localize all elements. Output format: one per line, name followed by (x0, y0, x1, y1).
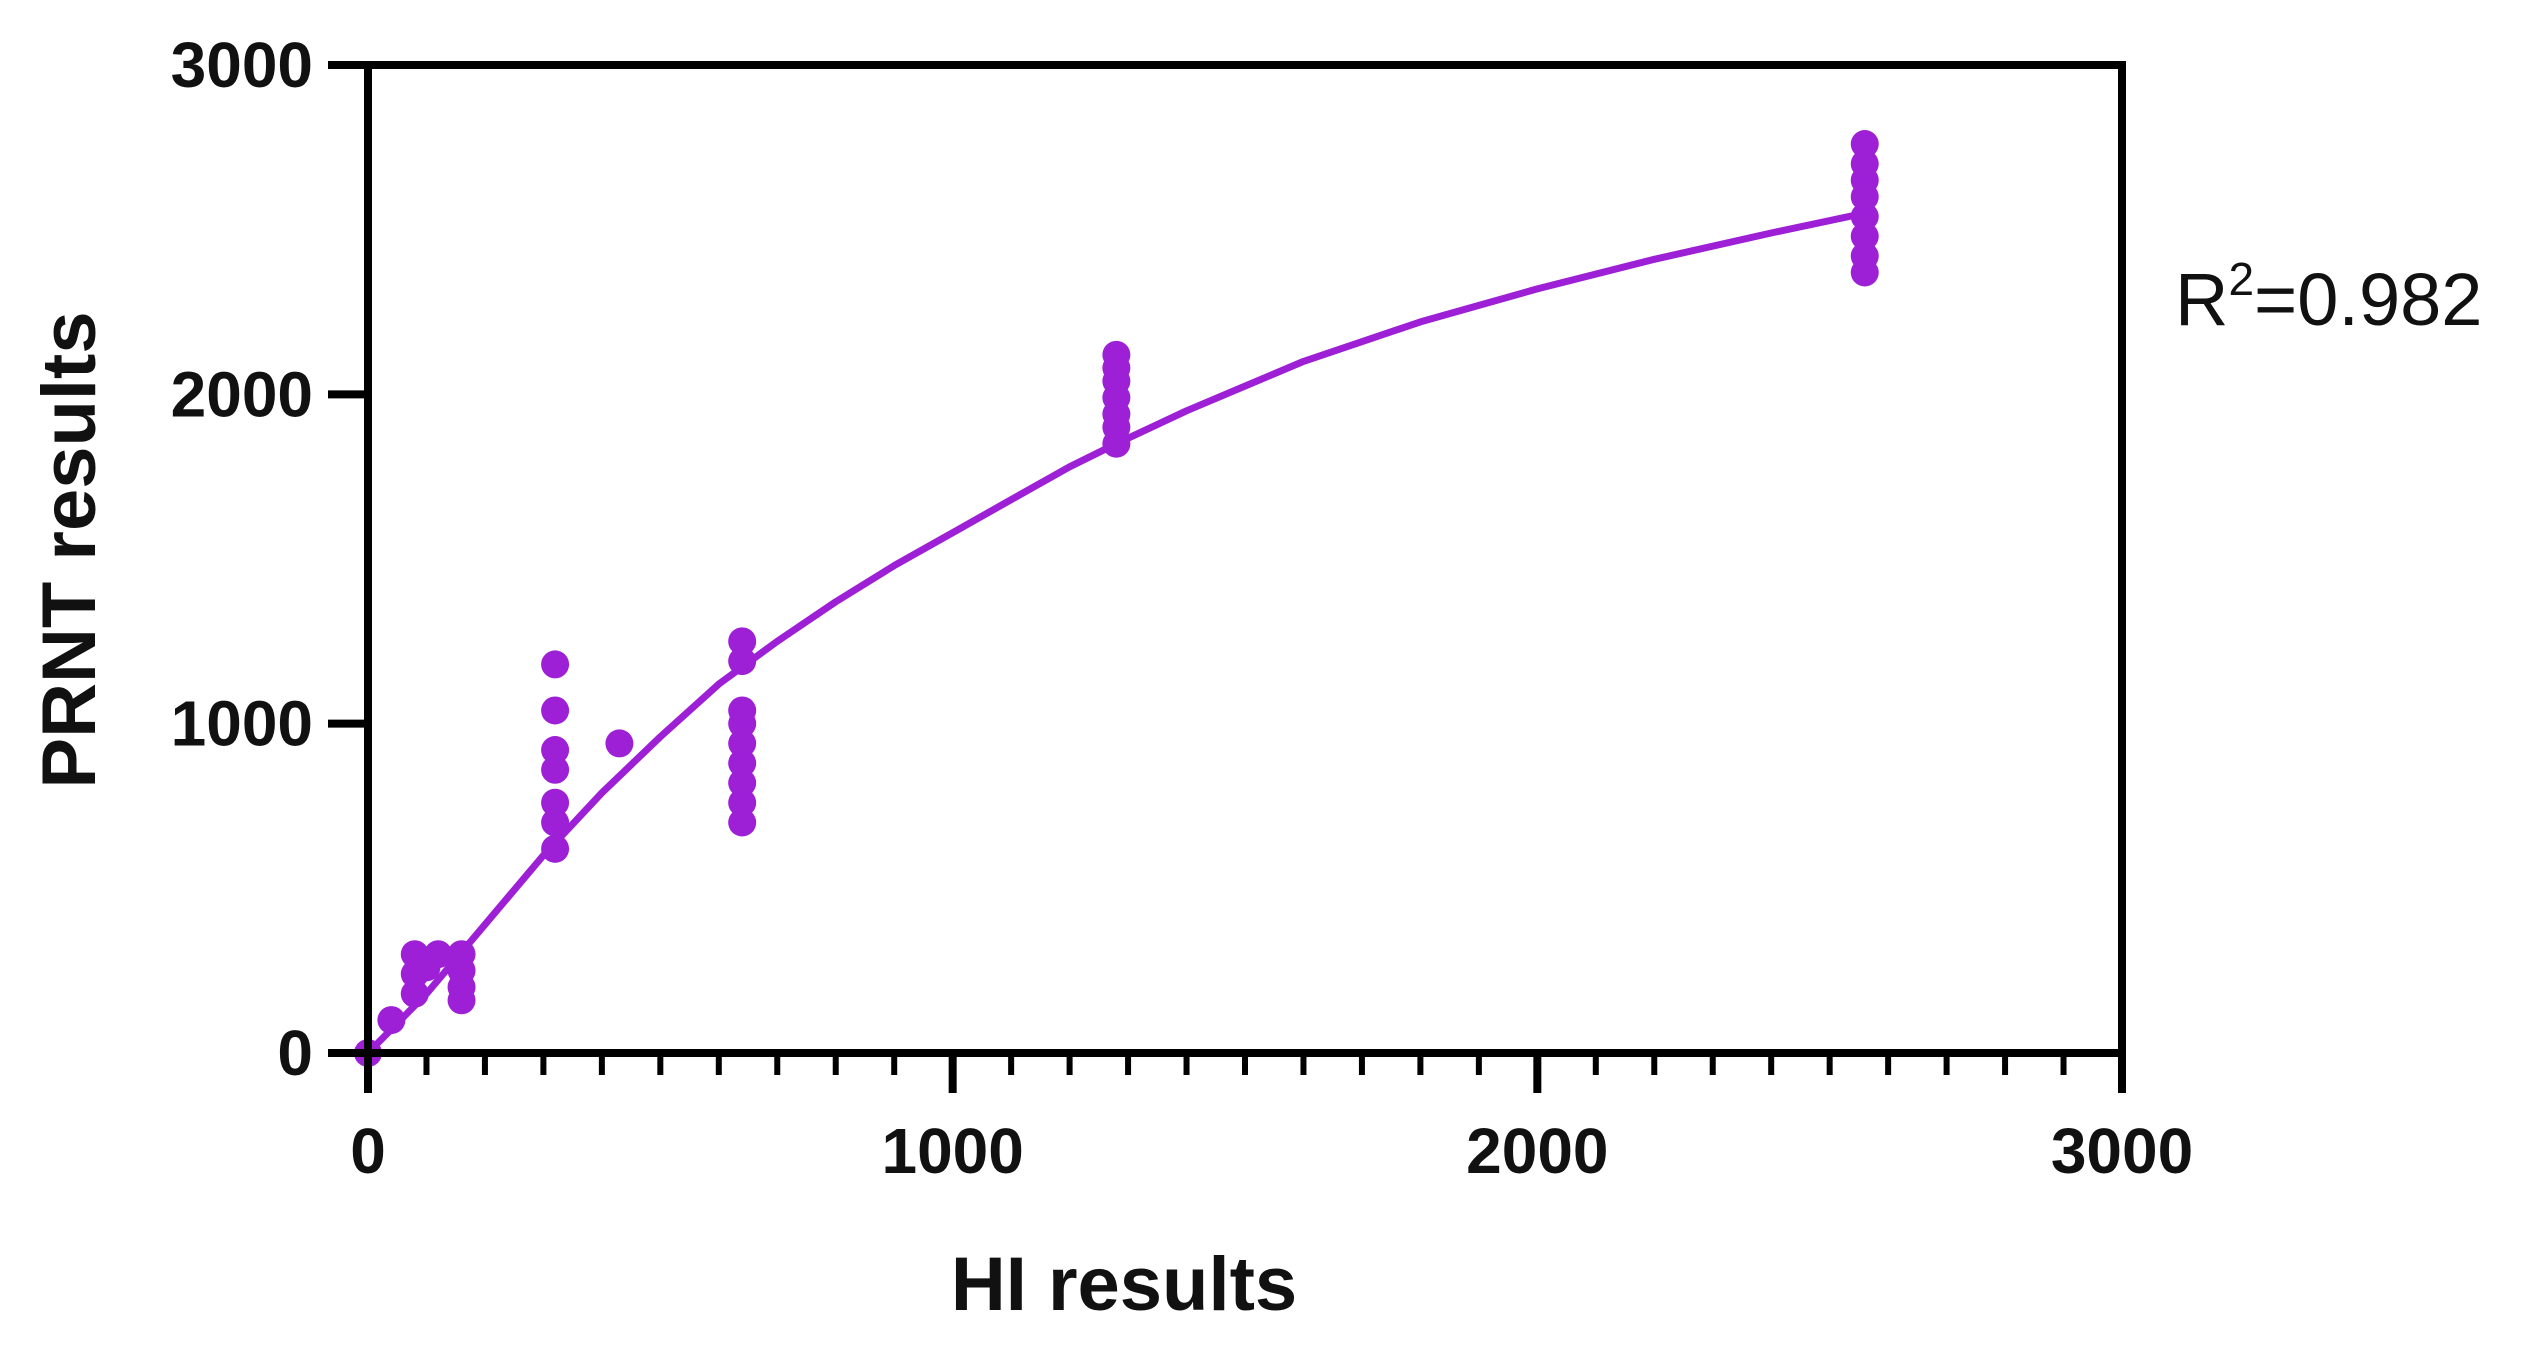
data-point (1850, 242, 1879, 271)
data-point (541, 650, 570, 679)
data-point (728, 808, 757, 837)
x-tick-label: 3000 (2051, 1115, 2193, 1187)
data-point (541, 696, 570, 725)
data-point (1850, 202, 1879, 231)
r-squared-annotation: R2=0.982 (2175, 253, 2482, 341)
data-point (400, 979, 429, 1008)
x-axis-title: HI results (951, 1242, 1297, 1327)
tick-labels: 0 1000 2000 3000 0 1000 2000 3000 (171, 29, 2194, 1187)
data-point (728, 788, 757, 817)
data-point (728, 647, 757, 676)
x-tick-label: 1000 (881, 1115, 1023, 1187)
y-tick-label: 2000 (171, 358, 313, 430)
axes (328, 61, 2126, 1093)
data-point (1102, 340, 1131, 369)
r-squared-base: R (2175, 258, 2228, 341)
y-tick-label: 1000 (171, 688, 313, 760)
data-point (541, 808, 570, 837)
data-point (728, 729, 757, 758)
data-point (1850, 222, 1879, 251)
data-point (728, 696, 757, 725)
data-point (728, 749, 757, 778)
data-point (541, 834, 570, 863)
fit-curve (364, 209, 1869, 1057)
data-points (354, 130, 1879, 1067)
x-tick-label: 0 (350, 1115, 386, 1187)
r-squared-exponent: 2 (2228, 253, 2254, 305)
y-axis-title: PRNT results (27, 311, 112, 788)
data-point (1850, 149, 1879, 178)
data-point (541, 736, 570, 765)
data-point (728, 768, 757, 797)
data-point (728, 627, 757, 656)
data-point (377, 1006, 406, 1035)
fit-curve-layer (364, 209, 1869, 1057)
data-point (447, 940, 476, 969)
y-tick-label: 3000 (171, 29, 313, 101)
data-point (541, 788, 570, 817)
data-point (605, 729, 634, 758)
x-tick-label: 2000 (1466, 1115, 1608, 1187)
data-point (541, 755, 570, 784)
y-tick-label: 0 (277, 1017, 313, 1089)
data-point (424, 940, 453, 969)
r-squared-value: =0.982 (2254, 258, 2482, 341)
data-point (1850, 130, 1879, 159)
